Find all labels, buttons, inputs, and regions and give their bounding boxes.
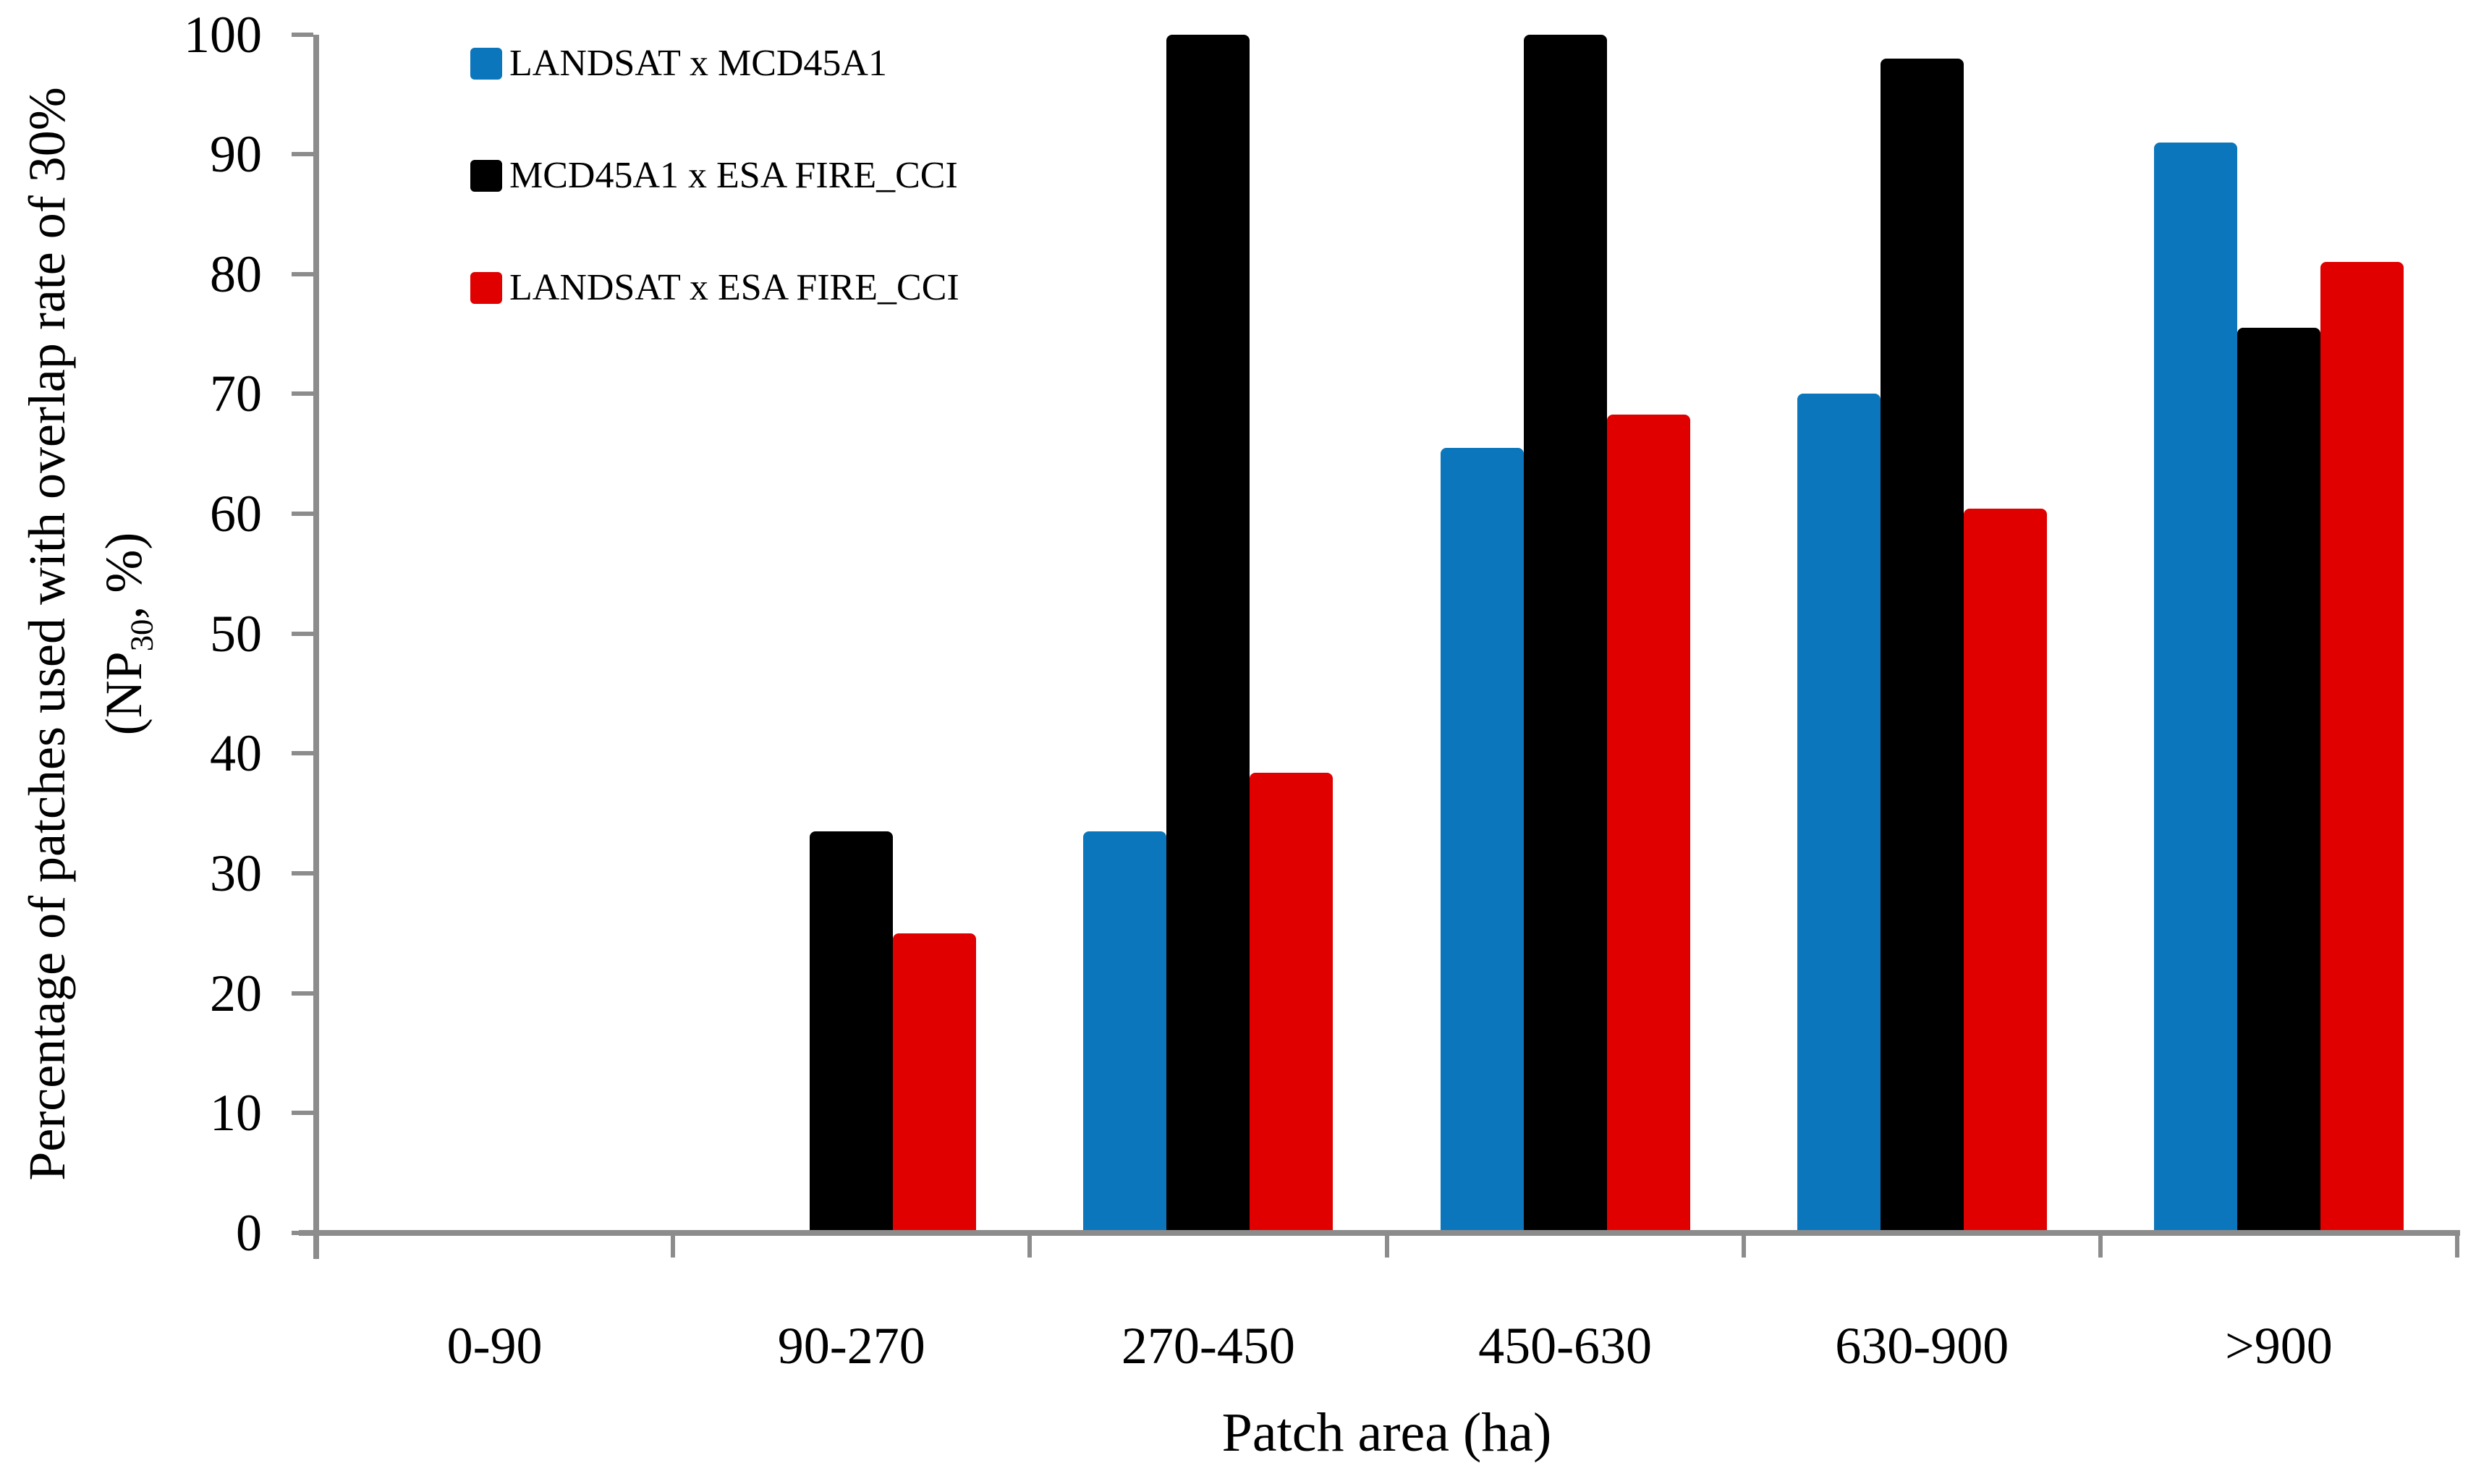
y-axis-line [313, 34, 319, 1259]
x-tick-mark [1741, 1236, 1746, 1258]
y-tick-mark [292, 1111, 313, 1116]
legend-swatch-icon [470, 272, 502, 304]
y-axis-title-suffix: , %) [95, 532, 153, 619]
bar [1083, 831, 1167, 1236]
bar [1440, 447, 1524, 1236]
x-tick-mark [1027, 1236, 1033, 1258]
y-axis-title-np: (NP [95, 651, 153, 736]
bar [1523, 34, 1607, 1236]
x-tick-label: 90-270 [777, 1317, 925, 1375]
bar [893, 933, 977, 1236]
x-tick-mark [2455, 1236, 2459, 1258]
legend-swatch-icon [470, 48, 502, 80]
y-tick-mark [292, 271, 313, 276]
legend-item: MCD45A1 x ESA FIRE_CCI [470, 154, 959, 198]
legend-item: LANDSAT x ESA FIRE_CCI [470, 266, 959, 310]
y-tick-label: 100 [184, 5, 262, 64]
legend-swatch-icon [470, 160, 502, 192]
y-tick-label: 90 [210, 125, 262, 184]
y-tick-label: 80 [210, 245, 262, 303]
bar [2153, 142, 2237, 1236]
x-axis-line [299, 1230, 2460, 1236]
y-tick-label: 60 [210, 485, 262, 543]
y-tick-label: 0 [236, 1204, 262, 1262]
x-tick-label: >900 [2225, 1317, 2333, 1375]
bar [1166, 34, 1250, 1236]
x-tick-mark [671, 1236, 676, 1258]
y-tick-label: 10 [210, 1084, 262, 1142]
legend-label: LANDSAT x ESA FIRE_CCI [509, 267, 959, 308]
bar [2237, 328, 2320, 1236]
y-tick-mark [292, 751, 313, 756]
bar [2320, 262, 2404, 1236]
y-tick-label: 70 [210, 365, 262, 423]
y-tick-mark [292, 152, 313, 157]
y-tick-mark [292, 871, 313, 876]
bar [1797, 394, 1881, 1236]
bar [1963, 509, 2047, 1236]
y-tick-label: 20 [210, 964, 262, 1022]
legend: LANDSAT x MCD45A1 MCD45A1 x ESA FIRE_CCI L… [470, 42, 959, 378]
y-tick-mark [292, 631, 313, 636]
y-tick-label: 30 [210, 844, 262, 903]
y-tick-mark [292, 391, 313, 397]
x-axis-title: Patch area (ha) [1221, 1402, 1552, 1463]
x-tick-label: 0-90 [446, 1317, 543, 1375]
x-tick-label: 450-630 [1478, 1317, 1653, 1375]
x-tick-mark [2098, 1236, 2103, 1258]
y-tick-mark [292, 991, 313, 996]
y-tick-label: 40 [210, 724, 262, 783]
bar [1250, 772, 1334, 1236]
x-tick-label: 270-450 [1121, 1317, 1295, 1375]
y-tick-mark [292, 32, 313, 37]
x-tick-mark [1384, 1236, 1389, 1258]
bar [1880, 58, 1964, 1236]
legend-item: LANDSAT x MCD45A1 [470, 42, 959, 85]
bar [810, 831, 894, 1236]
legend-label: MCD45A1 x ESA FIRE_CCI [509, 155, 958, 196]
bar [1606, 414, 1690, 1236]
legend-label: LANDSAT x MCD45A1 [509, 43, 887, 84]
y-tick-mark [292, 512, 313, 517]
y-tick-label: 50 [210, 604, 262, 663]
x-tick-label: 630-900 [1835, 1317, 2009, 1375]
x-tick-mark [314, 1236, 318, 1258]
y-tick-mark [292, 1231, 313, 1235]
